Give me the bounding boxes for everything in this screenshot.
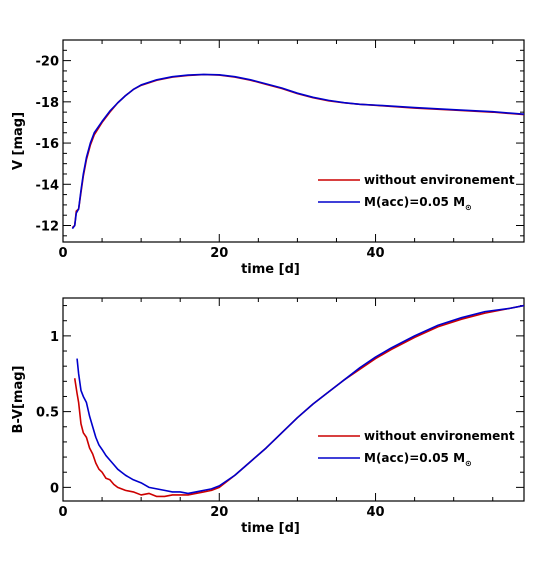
p0-x-tick-label: 0: [58, 246, 67, 261]
p0-y-tick-label: -18: [36, 96, 60, 111]
p0-y-axis-label: V [mag]: [11, 112, 26, 170]
p0-legend-subscript-1: ⊙: [465, 203, 472, 212]
p0-x-tick-label: 20: [210, 246, 228, 261]
panel-bottom-b-v-color: 0 20 40 0 0.5 1 time [d] B-V[mag] without enviro…: [11, 297, 525, 536]
p1-y-tick-label: 0.5: [36, 406, 59, 421]
p0-legend-label-1: M(acc)=0.05 M⊙: [364, 195, 472, 212]
p0-x-tick-label: 40: [366, 246, 384, 261]
p1-legend-label-0: without environement: [364, 429, 515, 443]
p0-legend-label-0: without environement: [364, 173, 515, 187]
p1-legend-label-1: M(acc)=0.05 M⊙: [364, 451, 472, 468]
p0-legend-label-text-0: without environement: [364, 173, 515, 187]
p1-x-axis-label: time [d]: [241, 521, 300, 536]
p0-legend-label-text-1: M(acc)=0.05 M: [364, 195, 465, 209]
p1-y-tick-label: 0: [50, 481, 59, 496]
p0-plot-frame: [62, 39, 525, 243]
p1-x-tick-label: 20: [210, 505, 228, 520]
p1-series-macc-line: [76, 304, 524, 495]
p1-legend-subscript-1: ⊙: [465, 459, 472, 468]
p1-series-without-environment-line: [73, 304, 524, 498]
p1-legend-label-text-0: without environement: [364, 429, 515, 443]
p0-y-tick-label: -12: [36, 220, 60, 235]
p1-x-tick-label: 0: [58, 505, 67, 520]
p1-x-tick-label: 40: [366, 505, 384, 520]
p1-legend-label-text-1: M(acc)=0.05 M: [364, 451, 465, 465]
p0-y-tick-label: -16: [36, 137, 60, 152]
p0-x-axis-label: time [d]: [241, 262, 300, 277]
p0-y-tick-label: -20: [36, 55, 60, 70]
p0-series-macc-line: [71, 73, 524, 230]
p0-y-tick-label: -14: [36, 178, 60, 193]
p1-y-axis-label: B-V[mag]: [11, 366, 26, 434]
p1-y-tick-label: 1: [50, 330, 59, 345]
panel-top-v-magnitude: 0 20 40 -12 -14 -16 -18 -20 time [d] V [mag] witho…: [11, 39, 525, 277]
p1-plot-frame: [62, 297, 525, 502]
